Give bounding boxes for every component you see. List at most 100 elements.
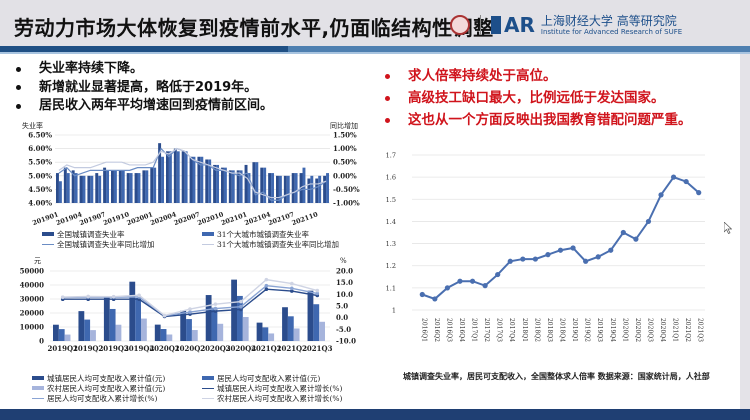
slide-content xyxy=(0,54,740,410)
bullet-text: 求人倍率持续处于高位。 xyxy=(408,68,557,84)
svg-text:5.0: 5.0 xyxy=(336,302,348,311)
svg-text:2019Q4: 2019Q4 xyxy=(124,344,155,353)
svg-text:-5.0: -5.0 xyxy=(336,325,351,334)
bullet-item: 失业率持续下降。 xyxy=(16,60,273,79)
source-note: 城镇调查失业率，居民可支配收入，全国整体求人倍率 数据来源：国家统计局，人社部 xyxy=(403,371,710,381)
svg-text:20000: 20000 xyxy=(20,309,44,318)
svg-text:4.00%: 4.00% xyxy=(28,199,52,208)
legend-swatch-icon xyxy=(32,386,44,390)
y-axis-title: 失业率 xyxy=(22,121,43,130)
bullet-dot-icon xyxy=(16,85,21,91)
svg-text:2017Q3: 2017Q3 xyxy=(496,318,503,342)
svg-text:2020Q2: 2020Q2 xyxy=(175,344,206,353)
svg-text:15.0: 15.0 xyxy=(336,278,353,287)
legend-label: 31个大城市城镇调查失业率同比增加 xyxy=(217,239,340,249)
svg-text:2018Q2: 2018Q2 xyxy=(533,318,540,342)
svg-text:2020Q2: 2020Q2 xyxy=(634,318,641,342)
iar-logo-text: AR xyxy=(504,13,535,37)
bullet-text: 居民收入两年平均增速回到疫情前区间。 xyxy=(39,98,274,113)
legend-item: 农村居民人均可支配收入累计增长(%) xyxy=(202,393,342,403)
bullet-text: 新增就业显著提高，略低于2019年。 xyxy=(39,79,258,95)
svg-text:1.2: 1.2 xyxy=(386,262,396,270)
bullet-item: 新增就业显著提高，略低于2019年。 xyxy=(16,79,273,98)
svg-text:1: 1 xyxy=(392,307,396,315)
iar-logo: AR xyxy=(491,13,535,37)
svg-text:1.5: 1.5 xyxy=(386,196,396,204)
legend-line-icon xyxy=(202,387,214,389)
svg-text:2017Q1: 2017Q1 xyxy=(471,318,478,342)
svg-text:1.4: 1.4 xyxy=(386,218,396,226)
svg-text:-10.0: -10.0 xyxy=(336,337,356,346)
bullet-dot-icon xyxy=(385,117,390,123)
bullet-dot-icon xyxy=(385,95,390,101)
bullet-item: 这也从一个方面反映出我国教育错配问题严重。 xyxy=(385,109,692,131)
bullet-text: 这也从一个方面反映出我国教育错配问题严重。 xyxy=(408,112,692,128)
svg-text:2021Q1: 2021Q1 xyxy=(672,318,679,342)
svg-text:2016Q2: 2016Q2 xyxy=(433,318,440,342)
iar-logo-block-icon xyxy=(491,16,501,34)
svg-text:2021Q2: 2021Q2 xyxy=(684,318,691,342)
legend-item: 农村居民人均可支配收入累计值(元) xyxy=(32,383,202,393)
svg-text:1.7: 1.7 xyxy=(386,152,396,160)
legend-line-icon xyxy=(42,243,54,245)
svg-text:2017Q2: 2017Q2 xyxy=(483,318,490,342)
svg-text:20.0: 20.0 xyxy=(336,267,353,276)
svg-text:1.1: 1.1 xyxy=(386,284,396,292)
svg-text:2019Q3: 2019Q3 xyxy=(596,318,603,342)
svg-text:2021Q2: 2021Q2 xyxy=(277,344,308,353)
legend-item: 城镇居民人均可支配收入累计增长(%) xyxy=(202,383,342,393)
income-chart: 元 % 0 10000 20000 30000 40000 50000 -10.0 -5.0 0.0… xyxy=(20,257,356,353)
svg-text:202110: 202110 xyxy=(291,210,320,225)
bullet-dot-icon xyxy=(16,103,21,109)
svg-text:10000: 10000 xyxy=(20,323,44,332)
svg-text:6.00%: 6.00% xyxy=(28,144,52,153)
header-accent-bar xyxy=(0,46,288,52)
svg-text:2019Q1: 2019Q1 xyxy=(48,344,79,353)
legend-label: 城镇居民人均可支配收入累计值(元) xyxy=(47,373,166,383)
svg-text:2018Q4: 2018Q4 xyxy=(559,318,566,342)
svg-text:30000: 30000 xyxy=(20,295,44,304)
logo-area: AR 上海财经大学 高等研究院 Institute for Advanced R… xyxy=(450,12,682,38)
svg-text:0.0: 0.0 xyxy=(336,313,348,322)
bullet-item: 居民收入两年平均增速回到疫情前区间。 xyxy=(16,97,273,116)
legend-label: 居民人均可支配收入累计增长(%) xyxy=(47,393,158,403)
svg-text:2017Q4: 2017Q4 xyxy=(508,318,515,342)
bullet-text: 失业率持续下降。 xyxy=(39,61,144,76)
svg-text:1.00%: 1.00% xyxy=(333,144,357,153)
bullet-text: 高级技工缺口最大，比例远低于发达国家。 xyxy=(408,90,665,106)
legend-swatch-icon xyxy=(202,376,214,380)
svg-text:1.6: 1.6 xyxy=(386,174,396,182)
svg-text:2021Q3: 2021Q3 xyxy=(302,344,333,353)
svg-text:50000: 50000 xyxy=(20,267,44,276)
svg-text:2019Q4: 2019Q4 xyxy=(609,318,616,342)
svg-text:2019Q2: 2019Q2 xyxy=(73,344,104,353)
header-underline xyxy=(0,52,750,54)
university-name-en: Institute for Advanced Research of SUFE xyxy=(540,27,683,36)
svg-text:2021Q1: 2021Q1 xyxy=(251,344,282,353)
svg-text:0.00%: 0.00% xyxy=(333,171,357,180)
slide-header: 劳动力市场大体恢复到疫情前水平,仍面临结构性调整 AR 上海财经大学 高等研究院… xyxy=(0,0,750,46)
svg-text:-1.00%: -1.00% xyxy=(333,199,360,208)
svg-text:2018Q3: 2018Q3 xyxy=(546,318,553,342)
legend-item: 居民人均可支配收入累计增长(%) xyxy=(32,393,202,403)
legend-swatch-icon xyxy=(42,232,54,236)
bullet-dot-icon xyxy=(385,73,390,79)
svg-text:5.50%: 5.50% xyxy=(28,158,52,167)
svg-text:5.00%: 5.00% xyxy=(28,171,52,180)
svg-text:%: % xyxy=(340,257,347,265)
logo-divider xyxy=(480,15,481,35)
svg-text:2020Q4: 2020Q4 xyxy=(226,344,257,353)
header-accent-bar-light xyxy=(288,46,750,52)
bullet-item: 求人倍率持续处于高位。 xyxy=(385,65,692,87)
university-name: 上海财经大学 高等研究院 Institute for Advanced Rese… xyxy=(541,15,682,36)
slide-edge xyxy=(740,54,750,409)
svg-text:1.3: 1.3 xyxy=(386,240,396,248)
legend-item: 31个大城市城镇调查失业率 xyxy=(202,229,309,239)
svg-text:40000: 40000 xyxy=(20,281,44,290)
legend-item: 城镇居民人均可支配收入累计值(元) xyxy=(32,373,202,383)
legend-label: 城镇居民人均可支配收入累计增长(%) xyxy=(217,383,343,393)
legend-item: 全国城镇调查失业率同比增加 xyxy=(42,239,202,249)
bullet-dot-icon xyxy=(16,66,21,72)
unemployment-legend: 全国城镇调查失业率 31个大城市城镇调查失业率 全国城镇调查失业率同比增加 31… xyxy=(42,229,362,249)
svg-text:2018Q1: 2018Q1 xyxy=(521,318,528,342)
